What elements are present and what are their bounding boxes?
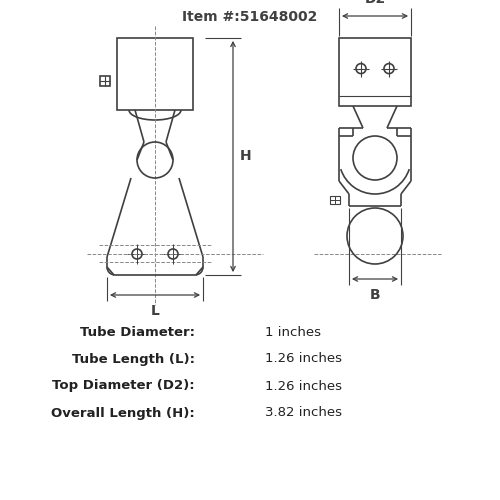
Bar [100,76,110,86]
Bar [330,196,340,204]
Text: 3.82 inches: 3.82 inches [265,406,342,420]
Text: Item #:51648002: Item #:51648002 [182,10,318,24]
Text: B: B [370,288,380,302]
Text: H: H [240,150,252,164]
Bar [117,38,193,110]
Bar [339,38,411,106]
Text: 1.26 inches: 1.26 inches [265,352,342,366]
Text: Tube Length (L):: Tube Length (L): [72,352,195,366]
Text: Top Diameter (D2):: Top Diameter (D2): [52,380,195,392]
Text: L: L [150,304,160,318]
Text: 1.26 inches: 1.26 inches [265,380,342,392]
Text: 1 inches: 1 inches [265,326,321,338]
Text: D2: D2 [364,0,386,6]
Text: Overall Length (H):: Overall Length (H): [52,406,195,420]
Text: Tube Diameter:: Tube Diameter: [80,326,195,338]
